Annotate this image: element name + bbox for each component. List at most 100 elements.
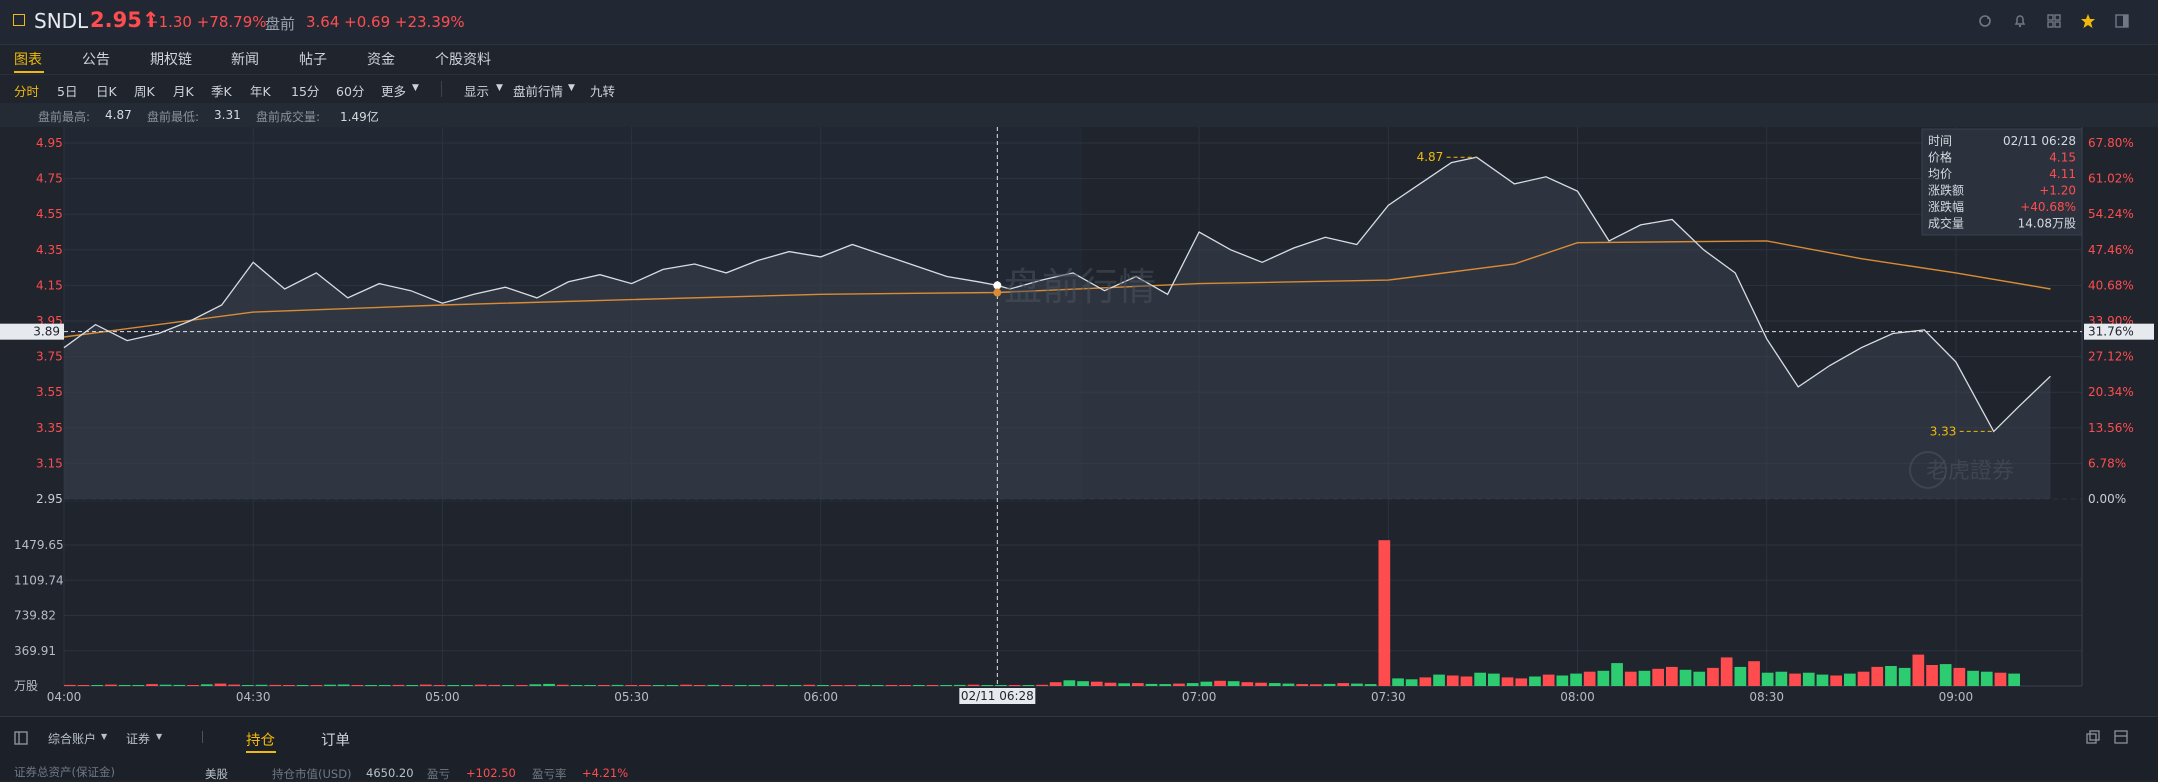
quote-header: SNDL 2.95↑ +1.30 +78.79% 盘前 3.64 +0.69 +… xyxy=(0,0,2158,45)
sidebar-toggle-icon[interactable] xyxy=(13,14,25,26)
tab-news[interactable]: 新闻 xyxy=(231,52,259,68)
account-selector[interactable]: 综合账户 xyxy=(48,732,97,746)
tab-options[interactable]: 期权链 xyxy=(150,52,192,68)
tab-chart[interactable]: 图表 xyxy=(14,52,42,68)
chevron-down-icon[interactable]: ▼ xyxy=(568,83,575,93)
premarket-value: 3.64 +0.69 +23.39% xyxy=(306,13,465,31)
total-asset-label: 证券总资产(保证金) xyxy=(14,765,115,779)
period-60m[interactable]: 60分 xyxy=(336,84,365,99)
tab-posts[interactable]: 帖子 xyxy=(299,52,327,68)
time-tick-label: 08:30 xyxy=(1749,690,1784,704)
volume-bar xyxy=(1392,678,1404,686)
volume-tick-label: 739.82 xyxy=(14,609,56,623)
tooltip-label: 成交量 xyxy=(1928,216,1964,231)
market-value-label: 持仓市值(USD) xyxy=(272,767,352,781)
tooltip-value: +40.68% xyxy=(2020,200,2076,214)
volume-bar xyxy=(707,684,720,686)
percent-tick-label: 20.34% xyxy=(2088,385,2134,399)
volume-bar xyxy=(789,685,802,686)
crosshair-price-box xyxy=(0,323,64,340)
tooltip-label: 价格 xyxy=(1928,150,1952,165)
volume-bar xyxy=(858,684,870,686)
volume-tick-label: 万股 xyxy=(14,679,38,693)
display-menu[interactable]: 显示 xyxy=(464,84,490,99)
refresh-icon[interactable] xyxy=(1978,14,1992,28)
chevron-down-icon[interactable]: ▼ xyxy=(412,83,419,93)
volume-bar xyxy=(1638,670,1651,686)
percent-tick-label: 13.56% xyxy=(2088,421,2134,435)
nine-turn-indicator[interactable]: 九转 xyxy=(590,84,616,99)
price-lines xyxy=(63,156,2051,433)
category-selector[interactable]: 证券 xyxy=(126,732,151,746)
tooltip-label: 均价 xyxy=(1928,167,1952,181)
volume-bar xyxy=(1967,670,1979,686)
premarket-stats: 盘前最高: 4.87 盘前最低: 3.31 盘前成交量: 1.49亿 xyxy=(0,103,2158,127)
data-tooltip: 时间 02/11 06:28 价格 4.15 均价 4.11 涨跌额 +1.20 涨跌幅 +40.… xyxy=(1921,128,2083,236)
crosshair-price-dot xyxy=(993,281,1002,290)
volume-bar xyxy=(420,684,432,686)
pnl-label: 盈亏 xyxy=(427,767,450,781)
period-year[interactable]: 年K xyxy=(250,84,271,99)
period-5d[interactable]: 5日 xyxy=(57,84,78,99)
volume-bar xyxy=(611,684,624,686)
volume-bar xyxy=(1433,674,1445,686)
percent-tick-label: 54.24% xyxy=(2088,207,2134,221)
volume-bar xyxy=(1939,664,1952,686)
grid-icon[interactable] xyxy=(2047,14,2061,28)
tab-holdings[interactable]: 持仓 xyxy=(246,733,275,749)
percent-tick-label: 67.80% xyxy=(2088,136,2134,150)
volume-bar xyxy=(1255,682,1267,686)
volume-bar xyxy=(324,684,336,686)
tab-funds[interactable]: 资金 xyxy=(367,52,395,68)
tooltip-value: 02/11 06:28 xyxy=(2003,134,2076,148)
layout-icon[interactable] xyxy=(14,731,28,745)
volume-bar xyxy=(1488,673,1500,686)
tab-announcements[interactable]: 公告 xyxy=(82,52,110,68)
period-15m[interactable]: 15分 xyxy=(291,84,320,99)
volume-bar xyxy=(721,685,733,686)
holdings-underline xyxy=(246,751,276,753)
volume-axis: 1479.65 1109.74 739.82 369.91 万股 xyxy=(14,538,64,693)
symbol-label: SNDL xyxy=(34,9,89,33)
period-quarter[interactable]: 季K xyxy=(211,84,232,99)
chevron-down-icon[interactable]: ▼ xyxy=(496,83,503,93)
popout-icon[interactable] xyxy=(2086,730,2100,744)
volume-bar xyxy=(1994,672,2007,686)
premarket-menu[interactable]: 盘前行情 xyxy=(513,84,564,99)
volume-bars xyxy=(64,540,2020,686)
pnl-rate-value: +4.21% xyxy=(582,766,629,780)
tab-profile[interactable]: 个股资料 xyxy=(435,52,491,68)
price-tick-label: 3.75 xyxy=(36,350,63,364)
chevron-down-icon[interactable]: ▼ xyxy=(156,732,163,741)
panel-icon[interactable] xyxy=(2115,14,2129,28)
period-month[interactable]: 月K xyxy=(173,84,194,99)
volume-bar xyxy=(556,684,569,686)
volume-bar xyxy=(830,685,843,686)
volume-bar xyxy=(748,685,761,686)
volume-bar xyxy=(1200,681,1213,686)
period-week[interactable]: 周K xyxy=(134,84,155,99)
volume-bar xyxy=(1351,683,1363,686)
intraday-chart[interactable]: 4.954.754.554.354.153.953.753.553.353.15… xyxy=(0,127,2158,716)
volume-bar xyxy=(885,685,898,686)
volume-tick-label: 1109.74 xyxy=(14,573,64,587)
period-day[interactable]: 日K xyxy=(96,84,117,99)
volume-bar xyxy=(570,685,583,686)
star-icon[interactable] xyxy=(2080,13,2096,29)
volume-bar xyxy=(1118,683,1130,686)
crosshair-time-box xyxy=(959,688,1036,704)
period-intraday[interactable]: 分时 xyxy=(14,84,40,99)
currency-selector[interactable]: 美股 xyxy=(205,767,228,781)
volume-bar xyxy=(1898,667,1911,686)
tooltip-label: 涨跌额 xyxy=(1928,183,1964,198)
tab-orders[interactable]: 订单 xyxy=(321,733,350,749)
chevron-down-icon[interactable]: ▼ xyxy=(101,732,108,741)
panel-toggle-icon[interactable] xyxy=(2114,730,2128,744)
period-more[interactable]: 更多 xyxy=(381,84,407,99)
price-tick-label: 4.35 xyxy=(36,243,63,257)
volume-bar xyxy=(899,685,911,686)
volume-bar xyxy=(1926,665,1938,686)
volume-bar xyxy=(1775,671,1788,686)
volume-bar xyxy=(1885,666,1897,686)
bell-icon[interactable] xyxy=(2013,14,2027,28)
